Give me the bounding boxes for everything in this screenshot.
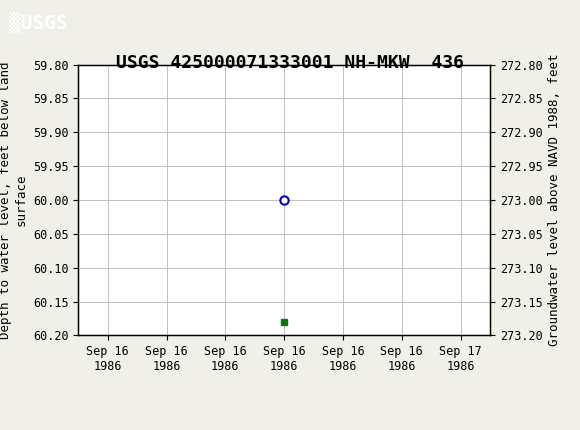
Y-axis label: Depth to water level, feet below land
surface: Depth to water level, feet below land su… bbox=[0, 61, 27, 339]
Y-axis label: Groundwater level above NAVD 1988, feet: Groundwater level above NAVD 1988, feet bbox=[548, 54, 561, 346]
Text: USGS 425000071333001 NH-MKW  436: USGS 425000071333001 NH-MKW 436 bbox=[116, 54, 464, 72]
Text: ▒USGS: ▒USGS bbox=[9, 12, 67, 34]
